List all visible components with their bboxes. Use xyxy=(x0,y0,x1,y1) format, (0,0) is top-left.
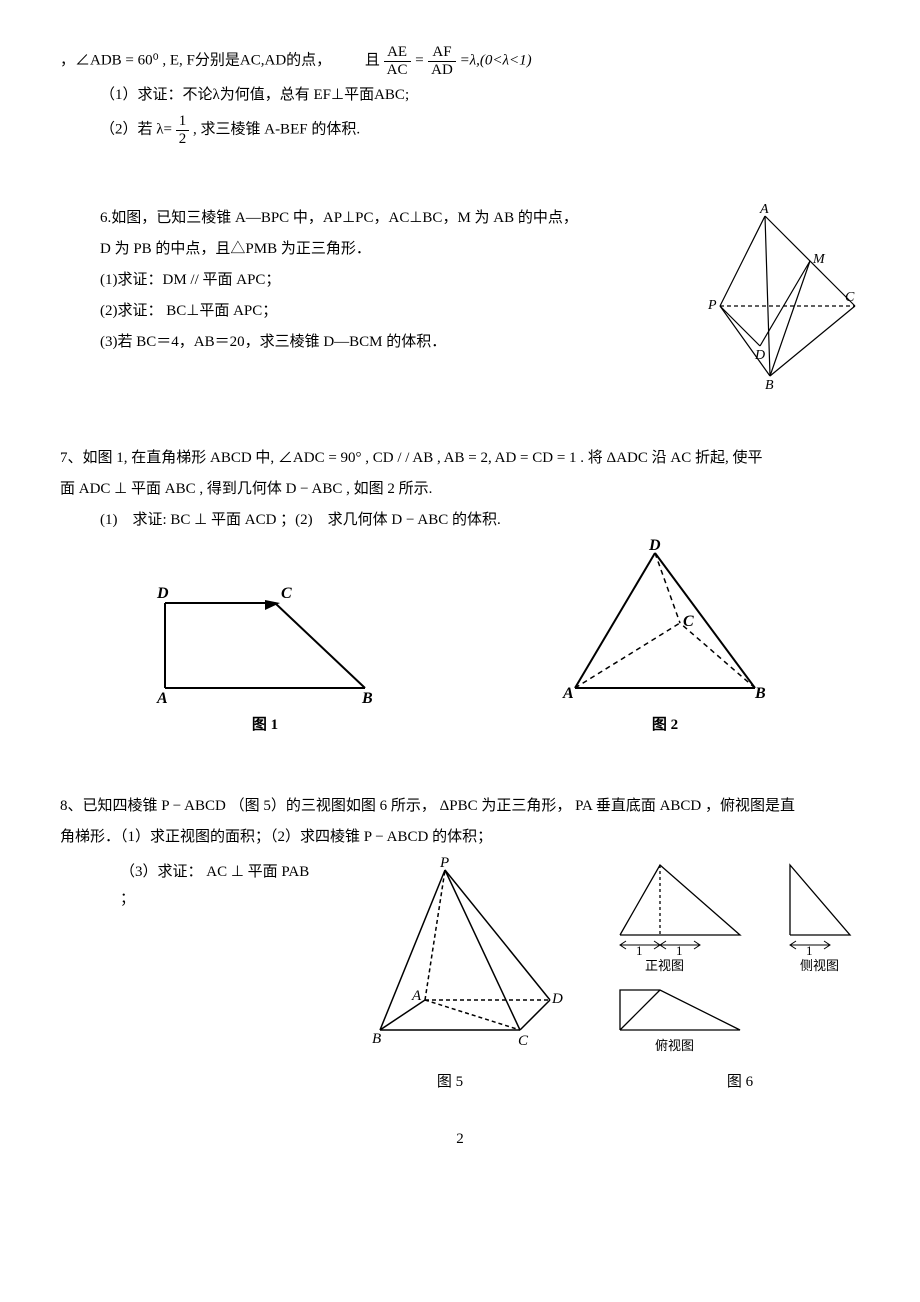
q8-l1: 8、已知四棱锥 P − ABCD （图 5）的三视图如图 6 所示， ΔPBC … xyxy=(60,793,860,820)
q8-fig6: 1 1 正视图 1 侧视图 xyxy=(600,855,880,1065)
svg-text:D: D xyxy=(551,991,563,1007)
q7-l2: 面 ADC ⊥ 平面 ABC , 得到几何体 D − ABC , 如图 2 所示… xyxy=(60,476,860,503)
q8-fig5-label: 图 5 xyxy=(320,1069,580,1096)
q5-frac1: AE AC xyxy=(384,44,411,78)
q6-l1: 6.如图，已知三棱锥 A—BPC 中，AP⊥PC，AC⊥BC，M 为 AB 的中… xyxy=(100,205,660,232)
svg-text:P: P xyxy=(439,855,449,871)
q5-ratio-prefix: 且 xyxy=(365,52,380,68)
q6-l2: D 为 PB 的中点，且△PMB 为正三角形． xyxy=(100,236,660,263)
svg-text:A: A xyxy=(562,685,574,702)
q5-eq1: = xyxy=(414,52,424,68)
q8-fig5: P A B C D xyxy=(320,855,580,1065)
q7-fig2: D C A B xyxy=(545,538,785,708)
svg-text:C: C xyxy=(518,1033,529,1049)
svg-text:侧视图: 侧视图 xyxy=(800,958,839,973)
svg-text:A: A xyxy=(411,988,422,1004)
svg-text:D: D xyxy=(754,348,765,363)
svg-text:D: D xyxy=(648,538,661,554)
svg-text:A: A xyxy=(156,690,168,707)
svg-text:D: D xyxy=(156,585,169,602)
svg-text:B: B xyxy=(372,1031,381,1047)
q5-part1: （1）求证：不论λ为何值，总有 EF⊥平面ABC; xyxy=(60,82,860,109)
q6-l4: (2)求证： BC⊥平面 APC； xyxy=(100,298,660,325)
svg-text:M: M xyxy=(812,252,826,267)
svg-text:正视图: 正视图 xyxy=(645,958,684,973)
svg-text:1: 1 xyxy=(676,943,683,958)
svg-text:俯视图: 俯视图 xyxy=(655,1038,694,1053)
svg-text:1: 1 xyxy=(636,943,643,958)
q5-line1: ，∠ADB = 60⁰ , E, F分别是AC,AD的点， 且 AE AC = … xyxy=(60,44,860,78)
q7-fig1-label: 图 1 xyxy=(135,712,395,739)
q6-l3: (1)求证：DM // 平面 APC； xyxy=(100,267,660,294)
q5-frac2: AF AD xyxy=(428,44,456,78)
svg-text:B: B xyxy=(361,690,373,707)
svg-text:P: P xyxy=(707,298,717,313)
q7-fig2-label: 图 2 xyxy=(545,712,785,739)
q7-l3: (1) 求证: BC ⊥ 平面 ACD ；(2) 求几何体 D − ABC 的体… xyxy=(60,507,860,534)
q8-l2: 角梯形．（1）求正视图的面积；（2）求四棱锥 P − ABCD 的体积； xyxy=(60,824,860,851)
q8-row: （3）求证： AC ⊥ 平面 PAB ； xyxy=(60,855,860,1096)
q6-figure: A B C P M D xyxy=(660,201,860,391)
q8-l3: （3）求证： AC ⊥ 平面 PAB ； xyxy=(120,859,320,913)
q5-given: ，∠ADB = 60⁰ , E, F分别是AC,AD的点， xyxy=(60,52,331,68)
q6-l5: (3)若 BC＝4，AB＝20，求三棱锥 D—BCM 的体积． xyxy=(100,329,660,356)
svg-text:A: A xyxy=(759,202,769,217)
svg-text:C: C xyxy=(683,613,694,630)
svg-text:B: B xyxy=(754,685,766,702)
q7-figs: D C A B 图 1 D C A B 图 2 xyxy=(60,538,860,739)
q7-l1: 7、如图 1, 在直角梯形 ABCD 中, ∠ADC = 90° , CD / … xyxy=(60,445,860,472)
q6-row: 6.如图，已知三棱锥 A—BPC 中，AP⊥PC，AC⊥BC，M 为 AB 的中… xyxy=(60,201,860,391)
q5-part2: （2）若 λ= 1 2 , 求三棱锥 A-BEF 的体积. xyxy=(60,113,860,147)
q5-part2-frac: 1 2 xyxy=(176,113,190,147)
page-number: 2 xyxy=(60,1126,860,1153)
svg-text:C: C xyxy=(281,585,292,602)
svg-text:B: B xyxy=(765,378,774,391)
svg-text:C: C xyxy=(845,290,855,305)
q8-fig6-label: 图 6 xyxy=(600,1069,880,1096)
svg-text:1: 1 xyxy=(806,943,813,958)
q7-fig1: D C A B xyxy=(135,578,395,708)
q5-ratio-suffix: =λ,(0<λ<1) xyxy=(460,52,532,68)
